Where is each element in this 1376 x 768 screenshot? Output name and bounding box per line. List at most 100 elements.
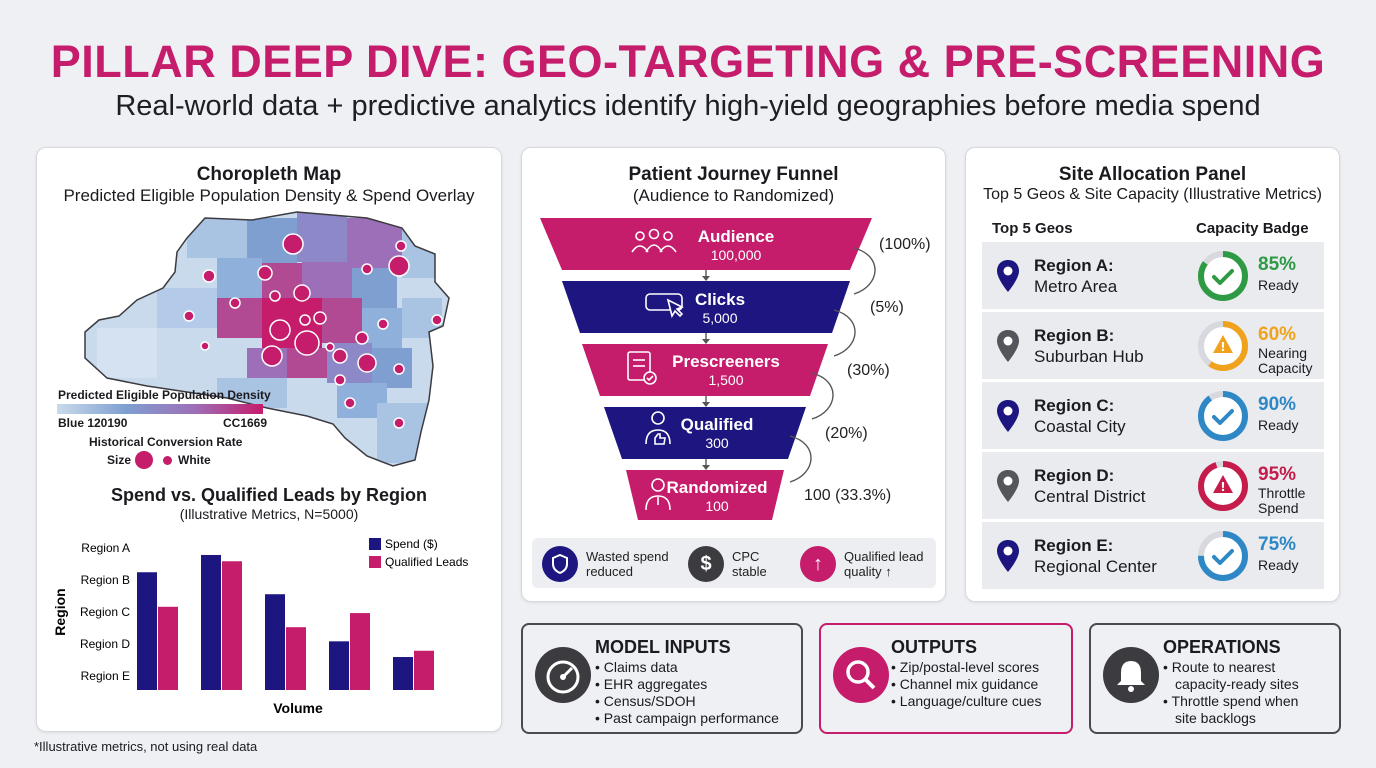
legend-high: CC1669 [223, 416, 268, 430]
funnel-stage-randomized [626, 470, 784, 520]
site-row[interactable]: Region C: Coastal City 90% Ready [982, 382, 1324, 450]
operations-box: OPERATIONS Route to nearest capacity-rea… [1089, 623, 1341, 734]
benefit-lead-quality: ↑ Qualified lead quality ↑ [800, 546, 924, 582]
list-item: site backlogs [1175, 710, 1256, 726]
size-legend-dot [135, 451, 153, 469]
funnel-pct-qualified: (20%) [825, 425, 868, 442]
legend-title: Predicted Eligible Population Density [58, 388, 271, 402]
magnifier-icon [833, 647, 889, 703]
size-label: Size [107, 453, 132, 467]
funnel-pct-audience: (100%) [879, 236, 931, 253]
gauge-icon [535, 647, 591, 703]
map-pin-icon [997, 400, 1019, 432]
white-label: White [178, 453, 211, 467]
funnel-subtitle: (Audience to Randomized) [632, 186, 835, 205]
region-desc: Central District [1034, 487, 1146, 506]
capacity-ring: ! [1198, 461, 1248, 511]
benefits-bar: Wasted spend reduced $ CPC stable ↑ Qualif… [532, 538, 936, 588]
check-icon [1212, 409, 1234, 425]
funnel-pct-prescreeners: (30%) [847, 362, 890, 379]
y-axis-label: Region [52, 588, 68, 635]
capacity-ring [1198, 391, 1248, 441]
map-pin-icon [997, 470, 1019, 502]
map-pin-icon [997, 540, 1019, 572]
capacity-ring: ! [1198, 321, 1248, 371]
svg-text:!: ! [1220, 340, 1225, 354]
capacity-pct: 90% [1258, 394, 1297, 415]
y-tick-label: Region C [80, 605, 130, 619]
y-tick-label: Region B [81, 573, 130, 587]
people-icon [631, 228, 677, 253]
legend-low: Blue 120190 [58, 416, 128, 430]
region-desc: Suburban Hub [1034, 347, 1144, 366]
capacity-status: Ready [1258, 417, 1299, 433]
dollar-icon: $ [688, 546, 724, 582]
col-header-geos: Top 5 Geos [992, 220, 1073, 237]
chart-title: Spend vs. Qualified Leads by Region [110, 485, 428, 505]
region-name: Region E: [1034, 536, 1114, 555]
map-card: Choropleth Map Predicted Eligible Popula… [36, 147, 502, 732]
funnel-label-qualified: Qualified 300 [680, 415, 754, 451]
region-name: Region D: [1034, 466, 1115, 485]
capacity-pct: 75% [1258, 534, 1297, 555]
outputs-list: Zip/postal-level scores Channel mix guid… [891, 659, 1042, 710]
thumbs-up-icon [645, 411, 671, 445]
footnote: *Illustrative metrics, not using real da… [34, 739, 258, 754]
list-item: Zip/postal-level scores [891, 659, 1041, 676]
bell-icon [1103, 647, 1159, 703]
funnel-title: Patient Journey Funnel [628, 164, 839, 185]
col-header-capacity: Capacity Badge [1196, 220, 1309, 237]
capacity-pct: 85% [1258, 254, 1297, 275]
choropleth-map[interactable] [37, 148, 503, 478]
region-desc: Metro Area [1034, 277, 1118, 296]
list-item: EHR aggregates [595, 676, 779, 693]
arrow-up-icon: ↑ [800, 546, 836, 582]
funnel-stage-clicks [562, 281, 850, 333]
list-item: Channel mix guidance [891, 676, 1041, 693]
funnel-stage-audience [540, 218, 872, 270]
funnel-stage-qualified [604, 407, 806, 459]
map-pin-icon [997, 330, 1019, 362]
capacity-pct: 60% [1258, 324, 1297, 345]
doctor-icon [645, 478, 671, 511]
funnel-label-prescreeners: Prescreeners 1,500 [672, 352, 780, 388]
legend-label: Qualified Leads [385, 555, 468, 569]
site-row[interactable]: Region E: Regional Center 75% Ready [982, 522, 1324, 590]
density-legend-bar [57, 404, 263, 414]
site-row[interactable]: Region D: Central District! 95% Throttle Spe… [982, 452, 1324, 520]
warning-icon: ! [1213, 335, 1233, 354]
site-allocation-card: Site Allocation Panel Top 5 Geos & Site … [965, 147, 1340, 602]
capacity-pct: 95% [1258, 464, 1297, 485]
region-name: Region C: [1034, 396, 1115, 415]
list-item: Throttle spend when [1163, 693, 1299, 710]
y-tick-label: Region D [80, 637, 130, 651]
funnel-pct-randomized: 100 (33.3%) [804, 487, 892, 504]
conversion-title: Historical Conversion Rate [89, 435, 243, 449]
check-icon [1212, 549, 1234, 565]
capacity-status: Ready [1258, 277, 1299, 293]
map-pin-icon [997, 260, 1019, 292]
inputs-title: MODEL INPUTS [595, 637, 731, 657]
capacity-ring [1198, 251, 1248, 301]
legend-label: Spend ($) [385, 537, 438, 551]
legend-swatch [369, 538, 381, 550]
y-tick-label: Region A [81, 541, 130, 555]
site-row[interactable]: Region A: Metro Area 85% Ready [982, 242, 1324, 310]
page-title: PILLAR DEEP DIVE: GEO-TARGETING & PRE-SC… [50, 36, 1326, 87]
site-row[interactable]: Region B: Suburban Hub! 60% Nearing Capacity [982, 312, 1324, 380]
shield-icon [542, 546, 578, 582]
funnel-label-audience: Audience 100,000 [697, 227, 775, 263]
check-icon [1212, 269, 1234, 285]
svg-text:!: ! [1220, 480, 1225, 494]
clipboard-check-icon [627, 351, 657, 385]
capacity-status: Throttle Spend [1258, 485, 1306, 516]
list-item: Past campaign performance [595, 710, 779, 727]
bar-leads [158, 606, 178, 690]
x-axis-label: Volume [273, 700, 323, 716]
map-subtitle: Predicted Eligible Population Density & … [63, 186, 475, 205]
bar-leads [286, 627, 306, 690]
page-subtitle: Real-world data + predictive analytics i… [115, 90, 1261, 122]
legend-swatch [369, 556, 381, 568]
funnel-stage-prescreeners [582, 344, 828, 396]
capacity-status: Nearing Capacity [1258, 345, 1313, 376]
